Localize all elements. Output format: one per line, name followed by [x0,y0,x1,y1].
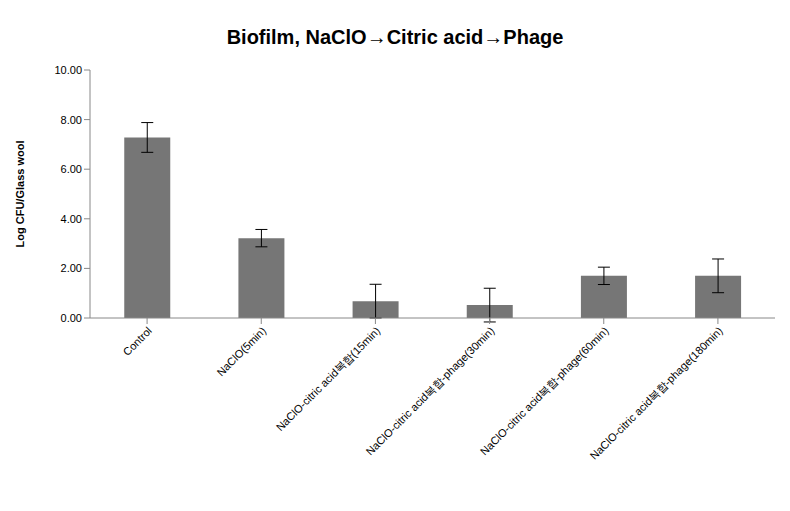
svg-text:NaClO-citric acid복합-phage(60mi: NaClO-citric acid복합-phage(60min) [478,324,611,457]
svg-text:Control: Control [120,324,154,358]
svg-text:NaClO-citric acid복합-phage(180m: NaClO-citric acid복합-phage(180min) [588,324,725,461]
svg-text:10.00: 10.00 [54,64,82,76]
svg-text:Log CFU/Glass wool: Log CFU/Glass wool [14,141,26,248]
svg-text:4.00: 4.00 [61,213,82,225]
svg-text:NaClO-citric acid복합(15min): NaClO-citric acid복합(15min) [274,324,383,433]
svg-text:2.00: 2.00 [61,262,82,274]
svg-text:8.00: 8.00 [61,114,82,126]
svg-text:NaClO(5min): NaClO(5min) [214,324,268,378]
svg-text:0.00: 0.00 [61,312,82,324]
svg-text:6.00: 6.00 [61,163,82,175]
svg-text:NaClO-citric acid복합-phage(30mi: NaClO-citric acid복합-phage(30min) [364,324,497,457]
html-text:Biofilm, NaClO→Citric acid→Pha: Biofilm, NaClO→Citric acid→Phage [226,26,564,48]
